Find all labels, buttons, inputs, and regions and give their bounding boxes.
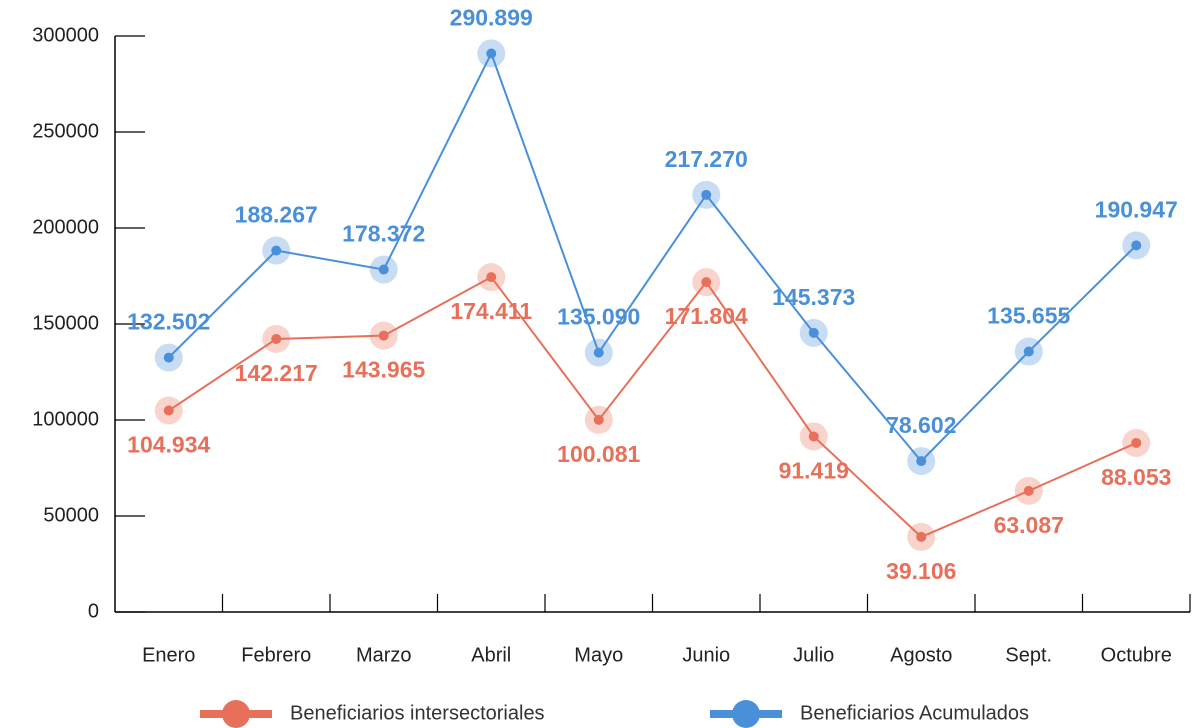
point (271, 333, 282, 344)
x-tick-label: Junio (682, 644, 730, 666)
x-tick-label: Julio (793, 644, 834, 666)
value-label: 171.804 (665, 303, 748, 329)
point (1131, 240, 1142, 251)
value-label: 143.965 (342, 357, 425, 383)
point (1023, 485, 1034, 496)
point (486, 48, 497, 59)
x-tick-label: Mayo (574, 644, 623, 666)
x-tick-label: Marzo (356, 644, 412, 666)
point (163, 405, 174, 416)
y-tick-label: 250000 (32, 120, 99, 142)
x-tick-label: Febrero (241, 644, 311, 666)
x-tick-label: Octubre (1101, 644, 1172, 666)
x-tick-label: Agosto (890, 644, 952, 666)
y-tick-label: 0 (88, 600, 99, 622)
value-label: 190.947 (1095, 196, 1178, 222)
y-tick-label: 200000 (32, 216, 99, 238)
point (271, 245, 282, 256)
value-label: 135.655 (987, 303, 1070, 329)
legend-swatch-dot (222, 700, 250, 728)
y-tick-label: 150000 (32, 312, 99, 334)
point (163, 352, 174, 363)
value-label: 78.602 (886, 412, 956, 438)
value-label: 104.934 (127, 432, 210, 458)
point (593, 414, 604, 425)
legend-label: Beneficiarios Acumulados (800, 702, 1029, 724)
y-tick-label: 100000 (32, 408, 99, 430)
x-tick-label: Enero (142, 644, 195, 666)
point (916, 531, 927, 542)
point (593, 347, 604, 358)
point (808, 431, 819, 442)
value-label: 217.270 (665, 146, 748, 172)
series-line (168, 50, 1137, 463)
y-tick-label: 300000 (32, 24, 99, 46)
value-label: 145.373 (772, 284, 855, 310)
point (916, 456, 927, 467)
point (378, 264, 389, 275)
point (1131, 437, 1142, 448)
x-tick-label: Sept. (1005, 644, 1052, 666)
value-label: 290.899 (450, 5, 533, 31)
point (701, 277, 712, 288)
value-label: 142.217 (235, 360, 318, 386)
value-label: 39.106 (886, 558, 956, 584)
point (1023, 346, 1034, 357)
point (701, 189, 712, 200)
point (486, 272, 497, 283)
value-label: 91.419 (779, 458, 849, 484)
value-label: 100.081 (557, 441, 640, 467)
value-label: 63.087 (994, 512, 1064, 538)
y-tick-label: 50000 (43, 504, 99, 526)
value-label: 135.090 (557, 304, 640, 330)
value-label: 132.502 (127, 309, 210, 335)
point (808, 327, 819, 338)
x-tick-label: Abril (471, 644, 511, 666)
legend-label: Beneficiarios intersectoriales (290, 702, 545, 724)
value-label: 88.053 (1101, 464, 1171, 490)
legend-swatch-dot (732, 700, 760, 728)
point (378, 330, 389, 341)
value-label: 174.411 (450, 298, 532, 324)
value-label: 178.372 (342, 221, 425, 247)
value-label: 188.267 (235, 202, 318, 228)
series-line (168, 275, 1137, 539)
